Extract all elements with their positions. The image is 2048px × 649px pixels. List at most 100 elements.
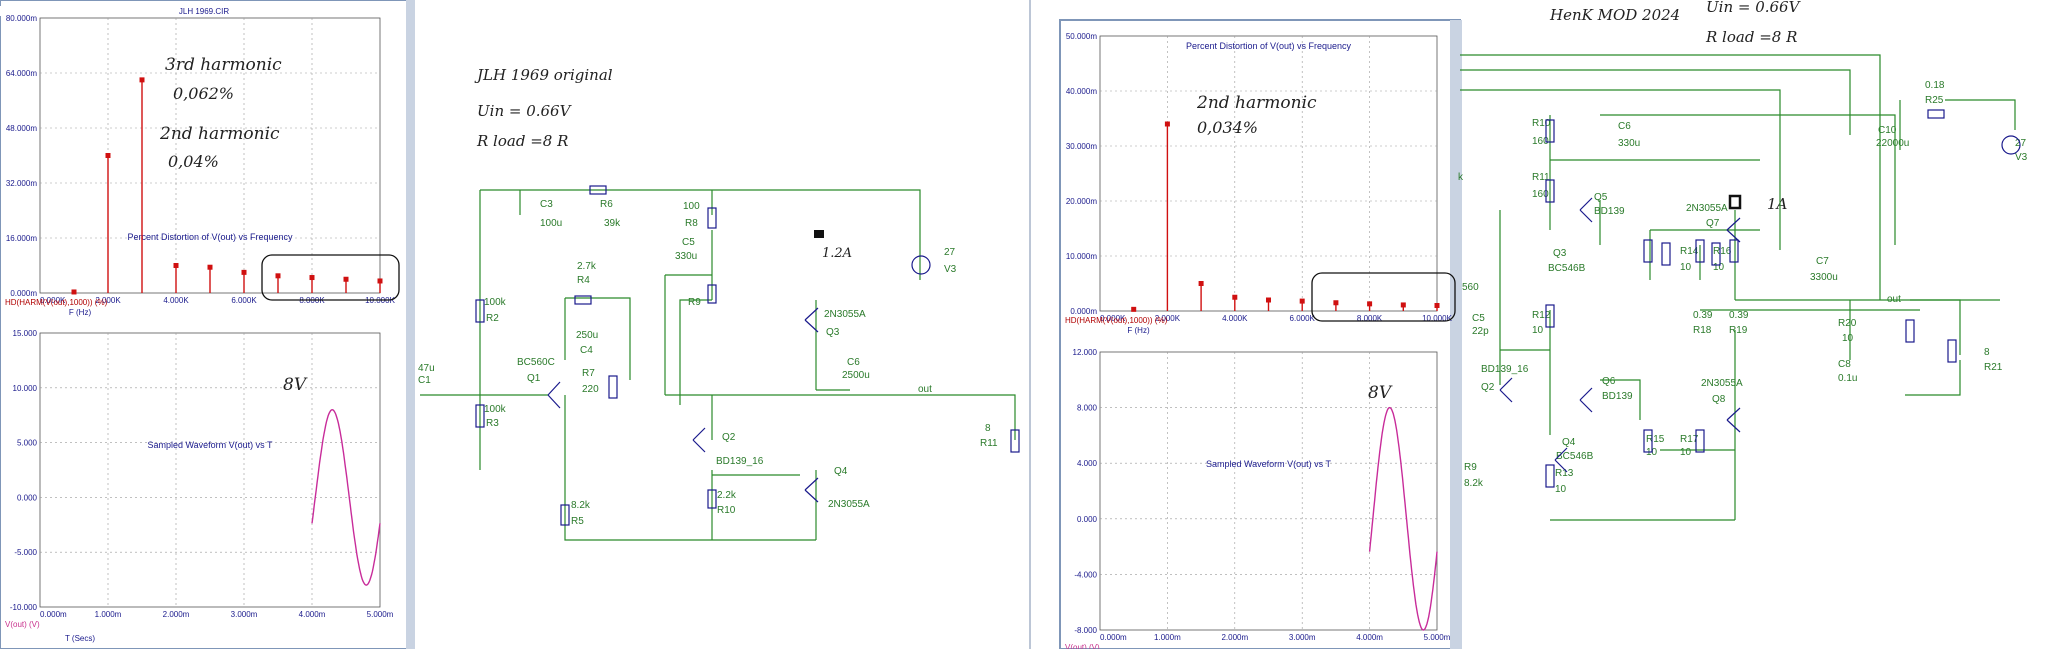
schematic-label: BC560C xyxy=(517,357,555,368)
voltage-source xyxy=(2001,135,2021,155)
schematic-label: 8.2k xyxy=(1464,478,1484,489)
y-tick-label: 30.000m xyxy=(1066,142,1097,151)
transistor xyxy=(1499,377,1513,403)
schematic-label: 160 xyxy=(1532,189,1549,200)
schematic-label: 160 xyxy=(1532,136,1549,147)
schematic-label: C7 xyxy=(1816,256,1829,267)
harmonic-point xyxy=(1198,281,1204,286)
schematic-label: R4 xyxy=(577,275,590,286)
schematic-label: V3 xyxy=(2015,152,2028,163)
transistor xyxy=(1726,407,1741,433)
y-tick-label: 0.000m xyxy=(10,289,37,298)
right-window-scrollbar[interactable] xyxy=(1450,20,1462,649)
chart-title: Percent Distortion of V(out) vs Frequenc… xyxy=(127,232,293,242)
schematic-label: R10 xyxy=(717,505,736,516)
harmonic-point xyxy=(1131,306,1137,312)
schematic-label: C8 xyxy=(1838,359,1851,370)
schematic-label: R6 xyxy=(600,199,613,210)
schematic-label: 2500u xyxy=(842,370,870,381)
y-tick-label: 10.000m xyxy=(1066,252,1097,261)
resistor xyxy=(1947,339,1957,363)
left-waveform-chart: 0.000m 1.000m 2.000m 3.000m 4.000m 5.000m -10.… xyxy=(5,329,394,643)
schematic-wire xyxy=(1910,299,1961,355)
resistor xyxy=(1927,109,1945,119)
left-2nd-harmonic-label: 2nd harmonic xyxy=(159,124,280,144)
plot-frame xyxy=(1099,351,1438,631)
y-tick-label: -4.000 xyxy=(1074,570,1097,579)
y-axis-label: V(out) (V) xyxy=(1065,643,1100,649)
harmonic-point xyxy=(1400,302,1406,308)
right-notes-title: HenK MOD 2024 xyxy=(1549,6,1680,24)
plot-frame xyxy=(39,332,381,608)
left-schematic: C3 100u R6 39k 100 R8 C5 330u 2.7k R4 R9 100k R2 250u… xyxy=(418,185,1020,541)
schematic-label: BC546B xyxy=(1548,263,1586,274)
y-tick-label: 16.000m xyxy=(6,234,37,243)
schematic-label: Q6 xyxy=(1602,376,1616,387)
chart-title: Sampled Waveform V(out) vs T xyxy=(1206,459,1332,469)
schematic-label: 2.7k xyxy=(577,261,597,272)
schematic-label: R3 xyxy=(486,418,499,429)
x-tick-label: 6.000K xyxy=(231,296,257,305)
harmonic-point xyxy=(275,273,281,279)
left-window-scrollbar[interactable] xyxy=(406,0,415,649)
schematic-label: 8 xyxy=(985,423,991,434)
harmonic-point xyxy=(1434,303,1440,308)
harmonic-point xyxy=(105,153,111,158)
x-tick-label: 1.000m xyxy=(95,610,122,619)
schematic-label: 27 xyxy=(944,247,956,258)
transistor xyxy=(692,427,706,453)
x-tick-label: 8.000K xyxy=(1357,314,1383,323)
y-tick-label: 80.000m xyxy=(6,14,37,23)
resistor xyxy=(1643,239,1653,263)
x-tick-label: 3.000m xyxy=(231,610,258,619)
y-tick-label: -5.000 xyxy=(14,548,37,557)
schematic-wire xyxy=(1905,360,1961,396)
harmonic-point xyxy=(1164,121,1170,127)
harmonic-point xyxy=(309,275,315,281)
left-highlight-box xyxy=(261,254,400,301)
schematic-wire xyxy=(1600,114,1896,245)
transistor xyxy=(547,381,561,409)
schematic-label: R11 xyxy=(1532,172,1550,183)
schematic-label: Q7 xyxy=(1706,218,1720,229)
schematic-label: 250u xyxy=(576,330,598,341)
right-plot-window xyxy=(1059,19,1461,649)
x-tick-label: 3.000m xyxy=(1289,633,1316,642)
y-tick-label: 32.000m xyxy=(6,179,37,188)
schematic-label: 10 xyxy=(1680,262,1692,273)
schematic-label: Q1 xyxy=(527,373,541,384)
schematic-label: C5 xyxy=(682,237,695,248)
resistor xyxy=(574,295,592,305)
left-3rd-harmonic-label: 3rd harmonic xyxy=(165,55,282,75)
resistor xyxy=(1729,239,1739,263)
schematic-label: 2N3055A xyxy=(824,309,866,320)
y-tick-label: 15.000 xyxy=(13,329,38,338)
ammeter-probe xyxy=(814,230,824,238)
left-2nd-harmonic-value: 0,04% xyxy=(168,152,219,171)
harmonic-point xyxy=(343,276,349,282)
y-tick-label: 48.000m xyxy=(6,124,37,133)
schematic-label: R20 xyxy=(1838,318,1857,329)
harmonic-point xyxy=(139,77,145,83)
right-highlight-box xyxy=(1311,272,1456,322)
x-tick-label: 4.000K xyxy=(1222,314,1248,323)
harmonic-point xyxy=(71,289,77,295)
resistor xyxy=(1545,464,1555,488)
schematic-label: BD139 xyxy=(1594,206,1625,217)
schematic-label: R5 xyxy=(571,516,584,527)
schematic-label: 100k xyxy=(484,404,507,415)
schematic-label: 100k xyxy=(484,297,507,308)
schematic-label: R14 xyxy=(1680,246,1699,257)
schematic-label: Q3 xyxy=(1553,248,1567,259)
resistor xyxy=(707,207,717,229)
schematic-label: 220 xyxy=(582,384,599,395)
schematic-label: R7 xyxy=(582,368,595,379)
schematic-label: C6 xyxy=(1618,121,1631,132)
schematic-label: Q5 xyxy=(1594,192,1608,203)
schematic-label: 3300u xyxy=(1810,272,1838,283)
ammeter-probe xyxy=(1728,194,1742,210)
left-waveform-amplitude: 8V xyxy=(283,375,308,395)
resistor xyxy=(1545,179,1555,203)
voltage-source xyxy=(911,255,931,275)
